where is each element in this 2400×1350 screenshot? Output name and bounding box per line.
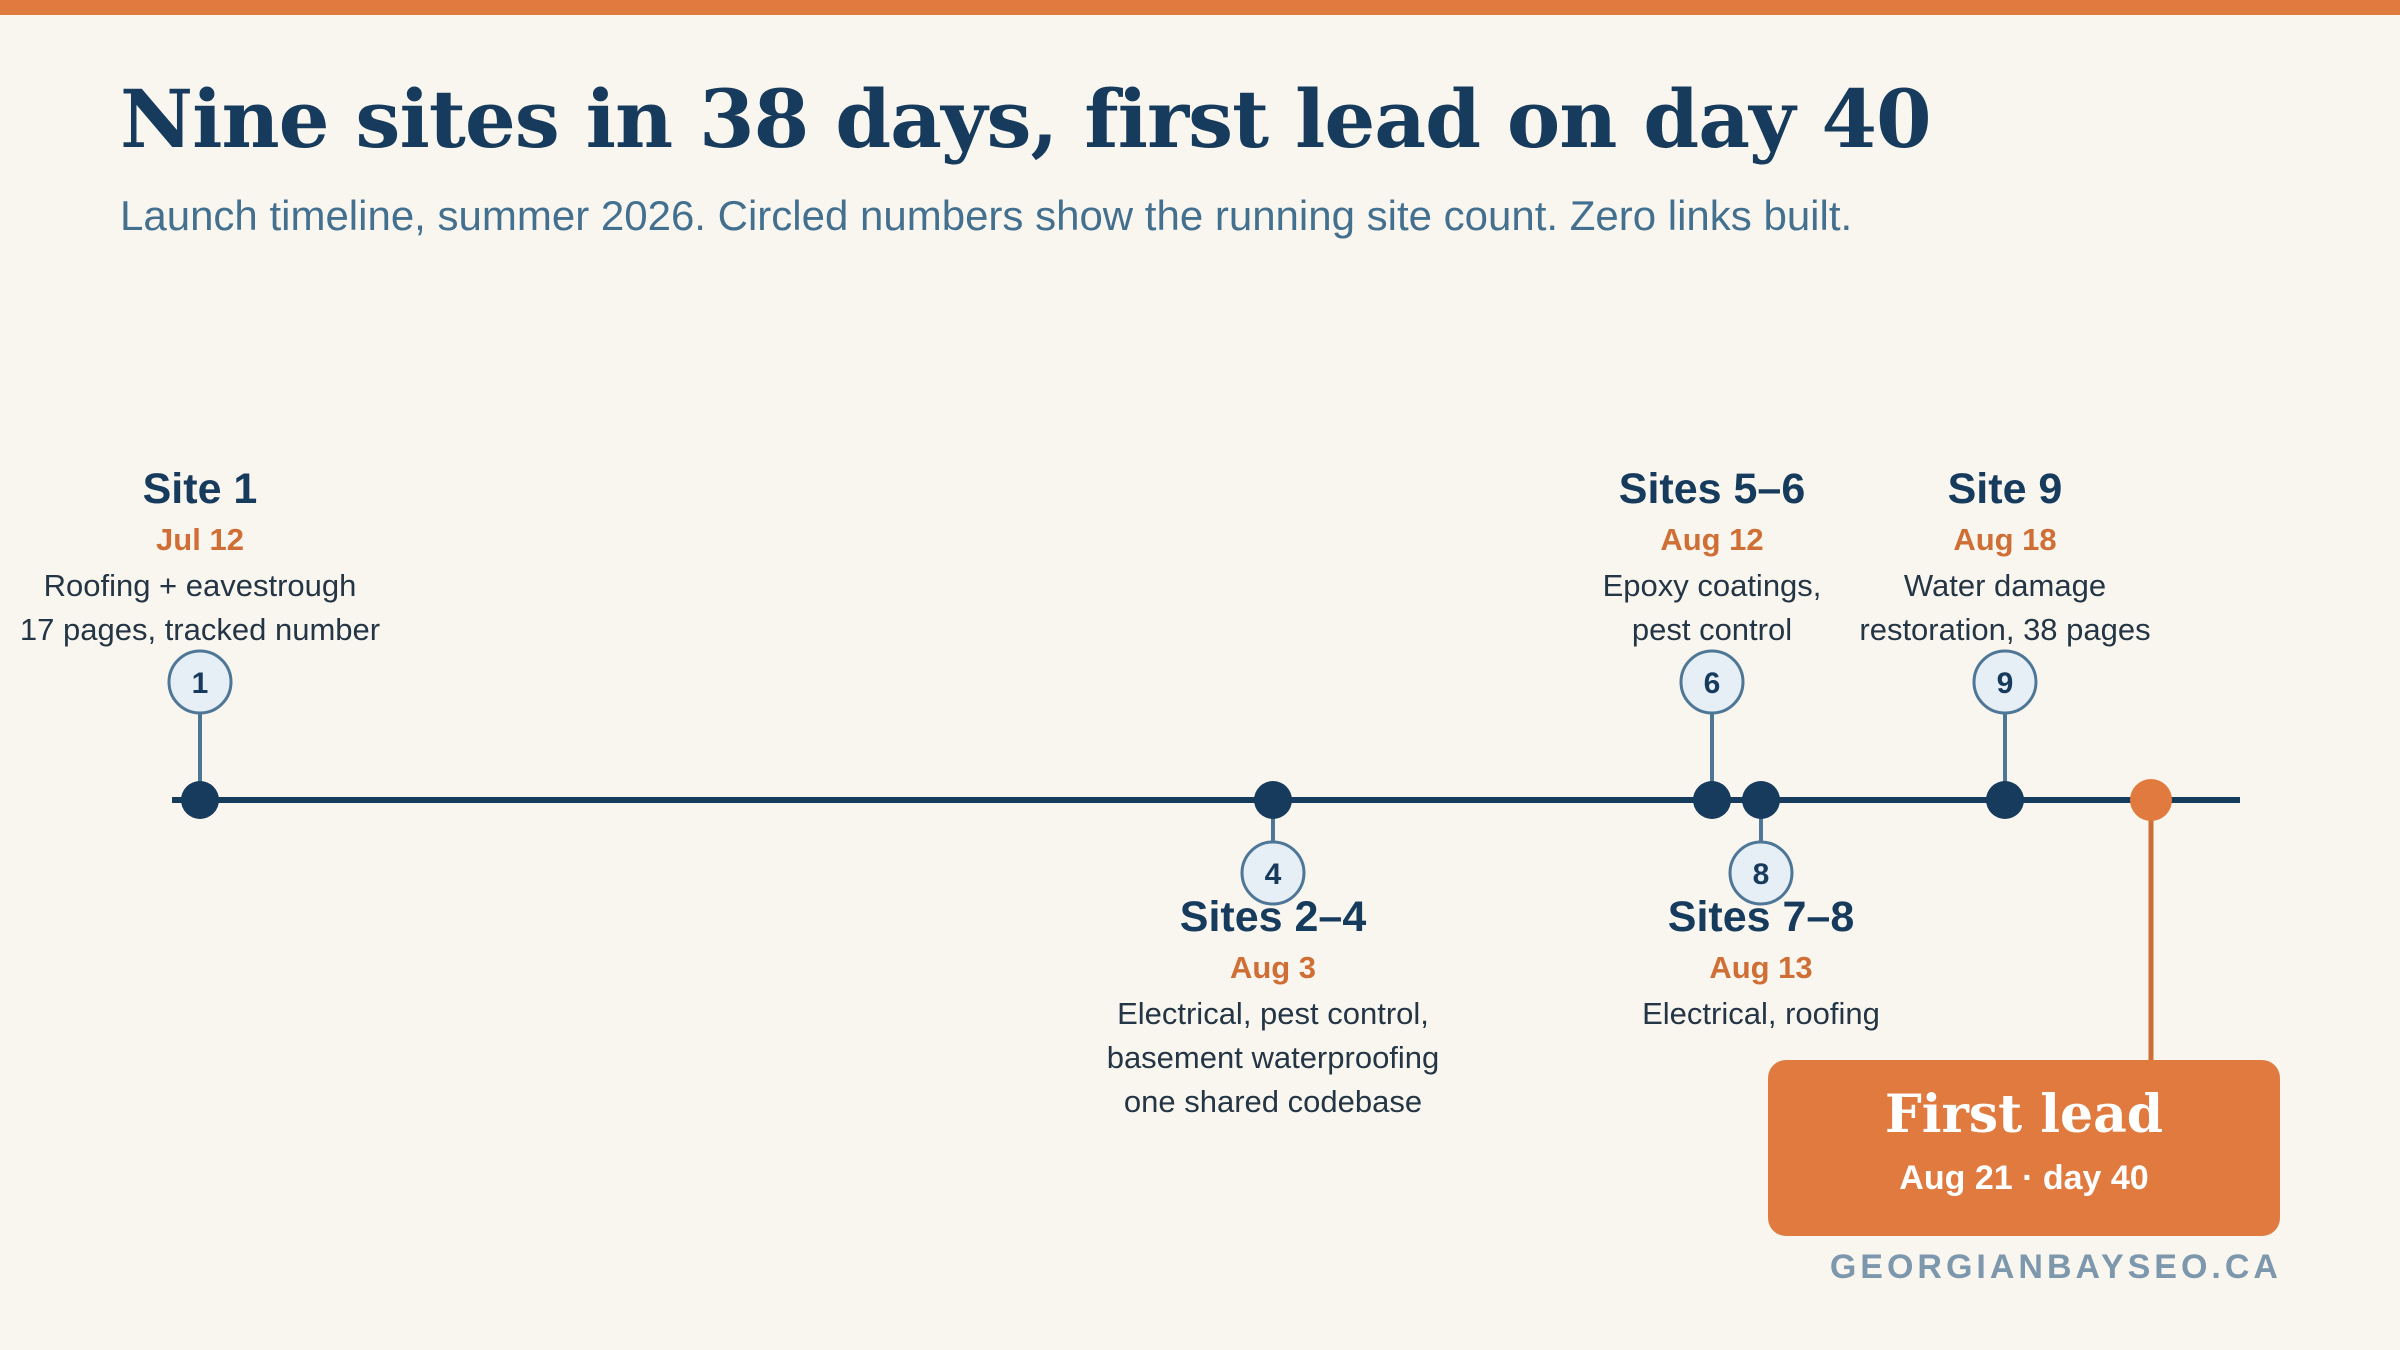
site-count-label: 6 xyxy=(1704,667,1721,700)
event-dot xyxy=(1742,781,1780,819)
event-label-sites-2-4: Sites 2–4 Aug 3 Electrical, pest control… xyxy=(1053,892,1493,1124)
site-count-label: 4 xyxy=(1265,858,1282,891)
event-date: Aug 12 xyxy=(1660,522,1764,557)
event-date: Jul 12 xyxy=(156,522,244,557)
event-description: Electrical, roofing xyxy=(1541,992,1981,1036)
page-title: Nine sites in 38 days, first lead on day… xyxy=(120,72,1932,166)
site-count-label: 1 xyxy=(192,667,209,700)
event-dot xyxy=(181,781,219,819)
event-description-line: Epoxy coatings, xyxy=(1602,568,1822,603)
top-accent-bar xyxy=(0,0,2400,15)
footer-brand: GEORGIANBAYSEO.CA xyxy=(1829,1248,2282,1286)
event-description-line: one shared codebase xyxy=(1123,1084,1423,1119)
event-description: Electrical, pest control, basement water… xyxy=(1053,992,1493,1124)
event-dot xyxy=(1254,781,1292,819)
event-description-line: Electrical, pest control, xyxy=(1117,996,1429,1031)
event-label-site-1: Site 1 Jul 12 Roofing + eavestrough 17 p… xyxy=(0,464,420,652)
page-subtitle: Launch timeline, summer 2026. Circled nu… xyxy=(120,192,1853,239)
first-lead-title: First lead xyxy=(1884,1084,2164,1145)
event-title: Site 9 xyxy=(1947,465,2063,513)
event-dot xyxy=(1986,781,2024,819)
first-lead-dot xyxy=(2130,779,2172,821)
event-date: Aug 3 xyxy=(1229,950,1317,985)
event-description-line: Roofing + eavestrough xyxy=(43,568,357,603)
event-description-line: pest control xyxy=(1631,612,1793,647)
event-description-line: Water damage xyxy=(1903,568,2107,603)
site-count-label: 9 xyxy=(1997,667,2014,700)
site-count-bubble xyxy=(1240,840,1306,906)
event-title: Sites 2–4 xyxy=(1179,893,1367,941)
site-count-bubble xyxy=(1679,649,1745,715)
event-description: Epoxy coatings, pest control xyxy=(1492,564,1932,652)
event-title: Sites 5–6 xyxy=(1618,465,1806,513)
event-date: Aug 18 xyxy=(1953,522,2057,557)
event-title: Site 1 xyxy=(142,465,258,513)
site-count-bubble xyxy=(167,649,233,715)
event-description: Water damage restoration, 38 pages xyxy=(1785,564,2225,652)
event-description-line: 17 pages, tracked number xyxy=(19,612,381,647)
event-description-line: Electrical, roofing xyxy=(1642,996,1880,1031)
event-label-site-9: Site 9 Aug 18 Water damage restoration, … xyxy=(1785,464,2225,652)
event-title: Sites 7–8 xyxy=(1667,893,1855,941)
site-count-bubble xyxy=(1972,649,2038,715)
site-count-label: 8 xyxy=(1753,858,1770,891)
first-lead-callout: First lead Aug 21 · day 40 xyxy=(1768,1060,2280,1236)
event-description-line: restoration, 38 pages xyxy=(1859,612,2151,647)
event-dot xyxy=(1693,781,1731,819)
first-lead-date: Aug 21 · day 40 xyxy=(1899,1159,2149,1197)
event-description-line: basement waterproofing xyxy=(1106,1040,1440,1075)
site-count-bubble xyxy=(1728,840,1794,906)
event-date: Aug 13 xyxy=(1709,950,1813,985)
event-description: Roofing + eavestrough 17 pages, tracked … xyxy=(0,564,420,652)
event-label-sites-5-6: Sites 5–6 Aug 12 Epoxy coatings, pest co… xyxy=(1492,464,1932,652)
event-label-sites-7-8: Sites 7–8 Aug 13 Electrical, roofing xyxy=(1541,892,1981,1036)
